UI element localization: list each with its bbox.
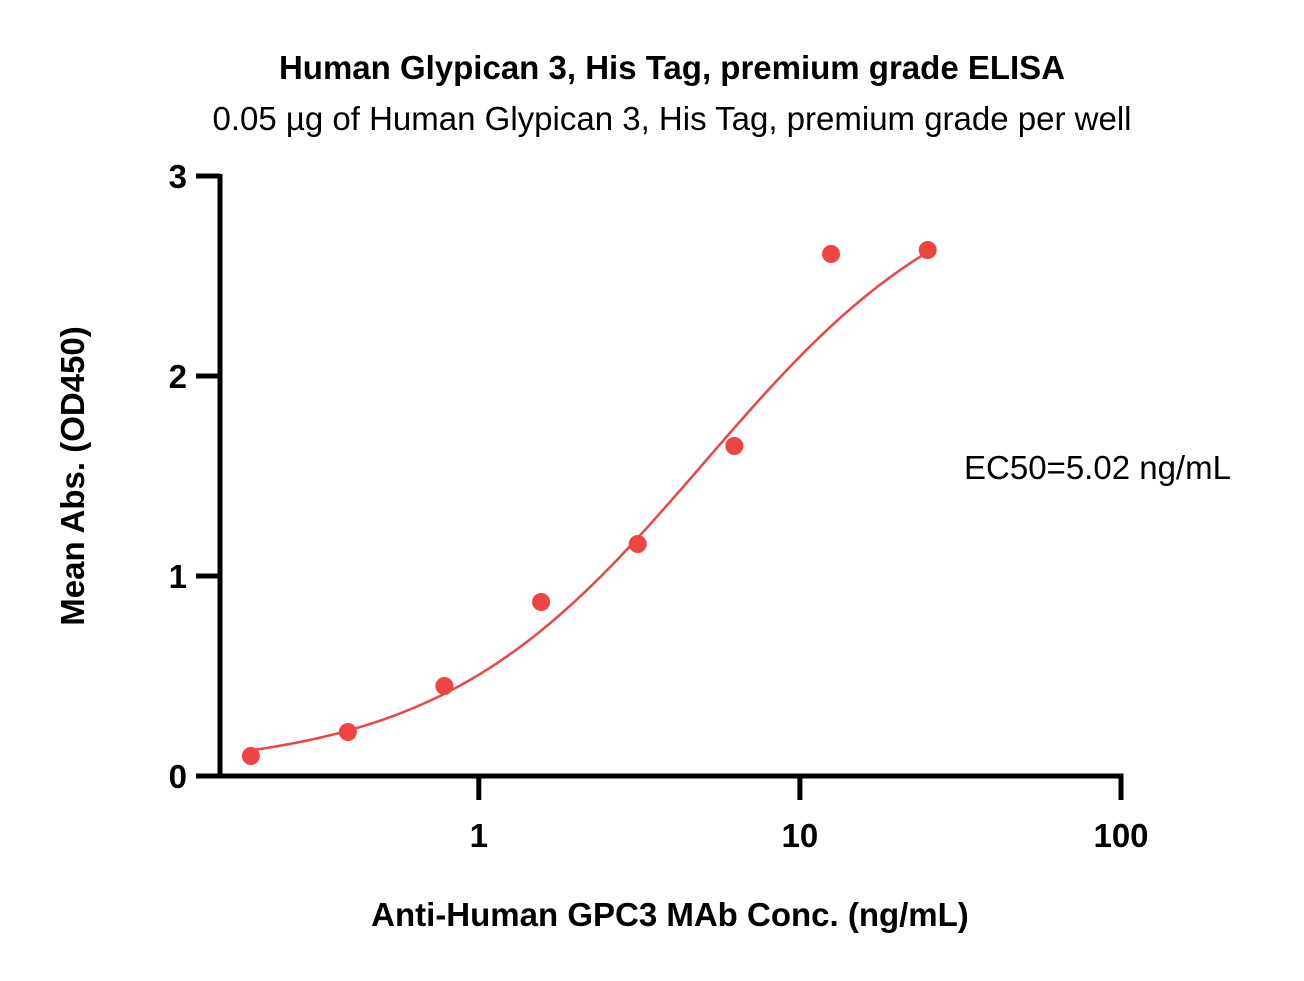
data-point [822, 245, 841, 263]
x-axis-label: Anti-Human GPC3 MAb Conc. (ng/mL) [371, 896, 969, 933]
fit-curve [250, 250, 929, 752]
data-point [918, 241, 937, 259]
x-tick-label-1: 1 [470, 817, 488, 854]
data-point [435, 677, 454, 695]
x-tick-label-10: 10 [782, 817, 819, 854]
labels-layer: Anti-Human GPC3 MAb Conc. (ng/mL) Mean A… [54, 326, 1231, 933]
axes: 0 1 2 3 1 10 100 [169, 158, 1149, 854]
chart-title: Human Glypican 3, His Tag, premium grade… [278, 49, 1066, 86]
data-points-layer [241, 241, 937, 765]
data-point [338, 723, 357, 741]
chart-subtitle: 0.05 µg of Human Glypican 3, His Tag, pr… [212, 100, 1132, 137]
ec50-annotation: EC50=5.02 ng/mL [964, 449, 1231, 486]
x-tick-label-100: 100 [1093, 817, 1148, 854]
data-point [725, 437, 744, 455]
y-tick-label-1: 1 [169, 558, 187, 595]
y-tick-label-0: 0 [169, 758, 187, 795]
data-point [628, 535, 647, 553]
y-tick-label-3: 3 [169, 158, 187, 195]
data-point [241, 747, 260, 765]
fit-curve-layer [250, 250, 929, 752]
data-point [532, 593, 551, 611]
y-tick-label-2: 2 [169, 358, 187, 395]
y-axis-label: Mean Abs. (OD450) [54, 326, 91, 626]
